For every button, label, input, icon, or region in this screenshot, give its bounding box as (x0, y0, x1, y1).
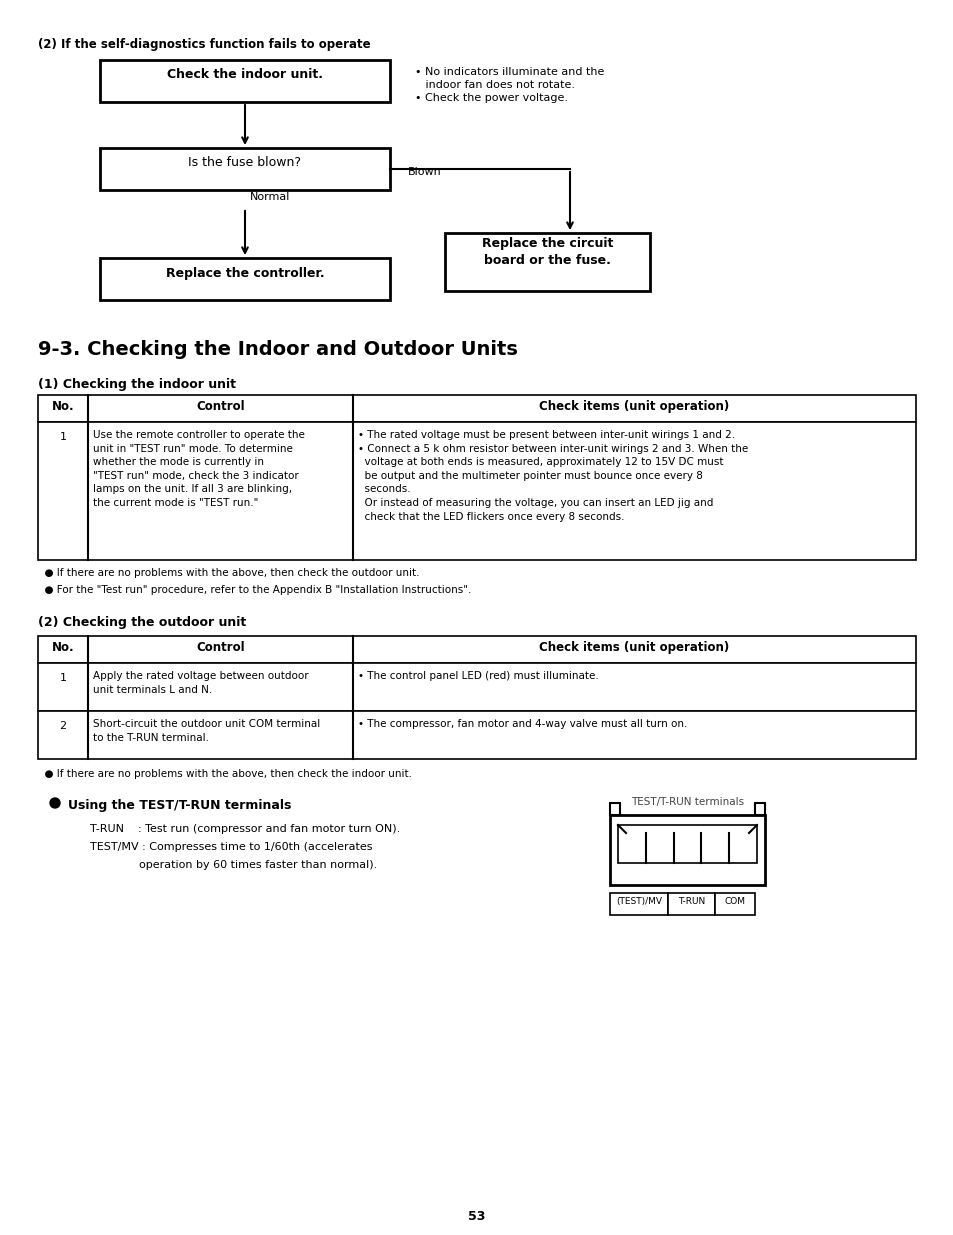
Text: TEST/MV : Compresses time to 1/60th (accelerates: TEST/MV : Compresses time to 1/60th (acc… (90, 842, 372, 852)
Text: Use the remote controller to operate the
unit in "TEST run" mode. To determine
w: Use the remote controller to operate the… (92, 430, 305, 508)
Bar (38, 711, 915, 760)
Bar (609, 815, 764, 885)
Text: • The control panel LED (red) must illuminate.: • The control panel LED (red) must illum… (357, 671, 598, 680)
Bar (618, 825, 757, 863)
Bar (38, 663, 915, 711)
Text: Check the indoor unit.: Check the indoor unit. (167, 68, 323, 82)
Text: ● If there are no problems with the above, then check the indoor unit.: ● If there are no problems with the abov… (38, 769, 412, 779)
Bar (754, 803, 764, 815)
Text: Replace the circuit
board or the fuse.: Replace the circuit board or the fuse. (481, 237, 613, 267)
Text: T-RUN    : Test run (compressor and fan motor turn ON).: T-RUN : Test run (compressor and fan mot… (90, 824, 400, 834)
Text: TEST/T-RUN terminals: TEST/T-RUN terminals (630, 797, 743, 806)
Text: • The rated voltage must be present between inter-unit wirings 1 and 2.
• Connec: • The rated voltage must be present betw… (357, 430, 747, 521)
Text: ● If there are no problems with the above, then check the outdoor unit.: ● If there are no problems with the abov… (38, 568, 419, 578)
Text: No.: No. (51, 641, 74, 655)
Text: Blown: Blown (408, 167, 441, 177)
Circle shape (50, 798, 60, 808)
Text: • No indicators illuminate and the: • No indicators illuminate and the (415, 67, 604, 77)
Text: 9-3. Checking the Indoor and Outdoor Units: 9-3. Checking the Indoor and Outdoor Uni… (38, 340, 517, 359)
Bar (38, 422, 915, 559)
Text: Control: Control (196, 400, 245, 412)
Text: (1) Checking the indoor unit: (1) Checking the indoor unit (38, 378, 235, 391)
Text: COM: COM (723, 897, 744, 906)
Bar (444, 233, 649, 291)
Bar (609, 893, 667, 915)
Text: Is the fuse blown?: Is the fuse blown? (189, 157, 301, 169)
Text: Control: Control (196, 641, 245, 655)
Text: Replace the controller.: Replace the controller. (166, 267, 324, 279)
Bar (100, 61, 390, 103)
Bar (714, 893, 754, 915)
Text: (2) Checking the outdoor unit: (2) Checking the outdoor unit (38, 616, 246, 629)
Bar (667, 893, 714, 915)
Text: • The compressor, fan motor and 4-way valve must all turn on.: • The compressor, fan motor and 4-way va… (357, 719, 687, 729)
Text: Normal: Normal (250, 191, 290, 203)
Text: Apply the rated voltage between outdoor
unit terminals L and N.: Apply the rated voltage between outdoor … (92, 671, 309, 694)
Bar (100, 258, 390, 300)
Text: No.: No. (51, 400, 74, 412)
Text: Check items (unit operation): Check items (unit operation) (538, 400, 729, 412)
Text: • Check the power voltage.: • Check the power voltage. (415, 93, 567, 103)
Bar (609, 803, 619, 815)
Text: (2) If the self-diagnostics function fails to operate: (2) If the self-diagnostics function fai… (38, 38, 370, 51)
Text: Short-circuit the outdoor unit COM terminal
to the T-RUN terminal.: Short-circuit the outdoor unit COM termi… (92, 719, 320, 742)
Text: Check items (unit operation): Check items (unit operation) (538, 641, 729, 655)
Text: operation by 60 times faster than normal).: operation by 60 times faster than normal… (90, 860, 376, 869)
Bar (38, 636, 915, 663)
Text: (TEST)/MV: (TEST)/MV (616, 897, 661, 906)
Text: 53: 53 (468, 1210, 485, 1223)
Text: T-RUN: T-RUN (678, 897, 704, 906)
Bar (38, 395, 915, 422)
Text: ● For the "Test run" procedure, refer to the Appendix B "Installation Instructio: ● For the "Test run" procedure, refer to… (38, 585, 471, 595)
Text: 2: 2 (59, 721, 67, 731)
Text: indoor fan does not rotate.: indoor fan does not rotate. (415, 80, 575, 90)
Text: Using the TEST/T-RUN terminals: Using the TEST/T-RUN terminals (68, 799, 291, 811)
Bar (100, 148, 390, 190)
Text: 1: 1 (59, 432, 67, 442)
Text: 1: 1 (59, 673, 67, 683)
